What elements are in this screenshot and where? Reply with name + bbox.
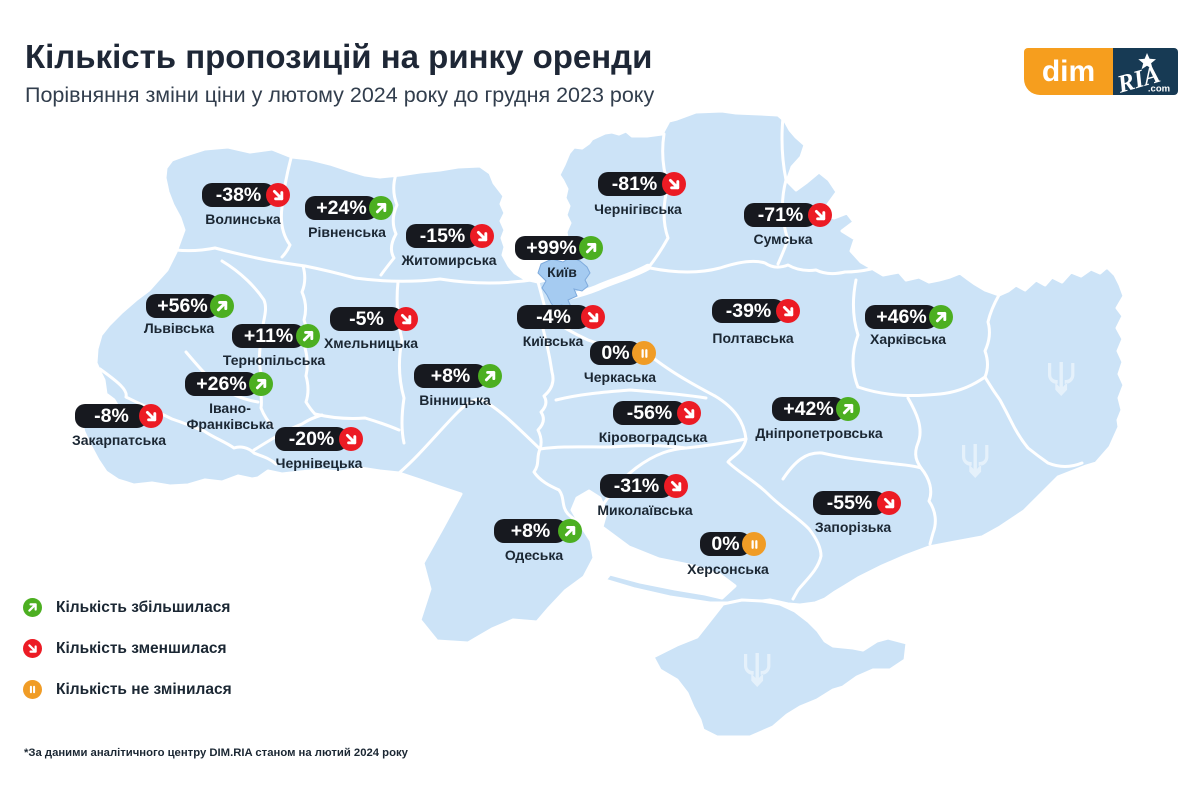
svg-text:.com: .com bbox=[1148, 84, 1170, 95]
